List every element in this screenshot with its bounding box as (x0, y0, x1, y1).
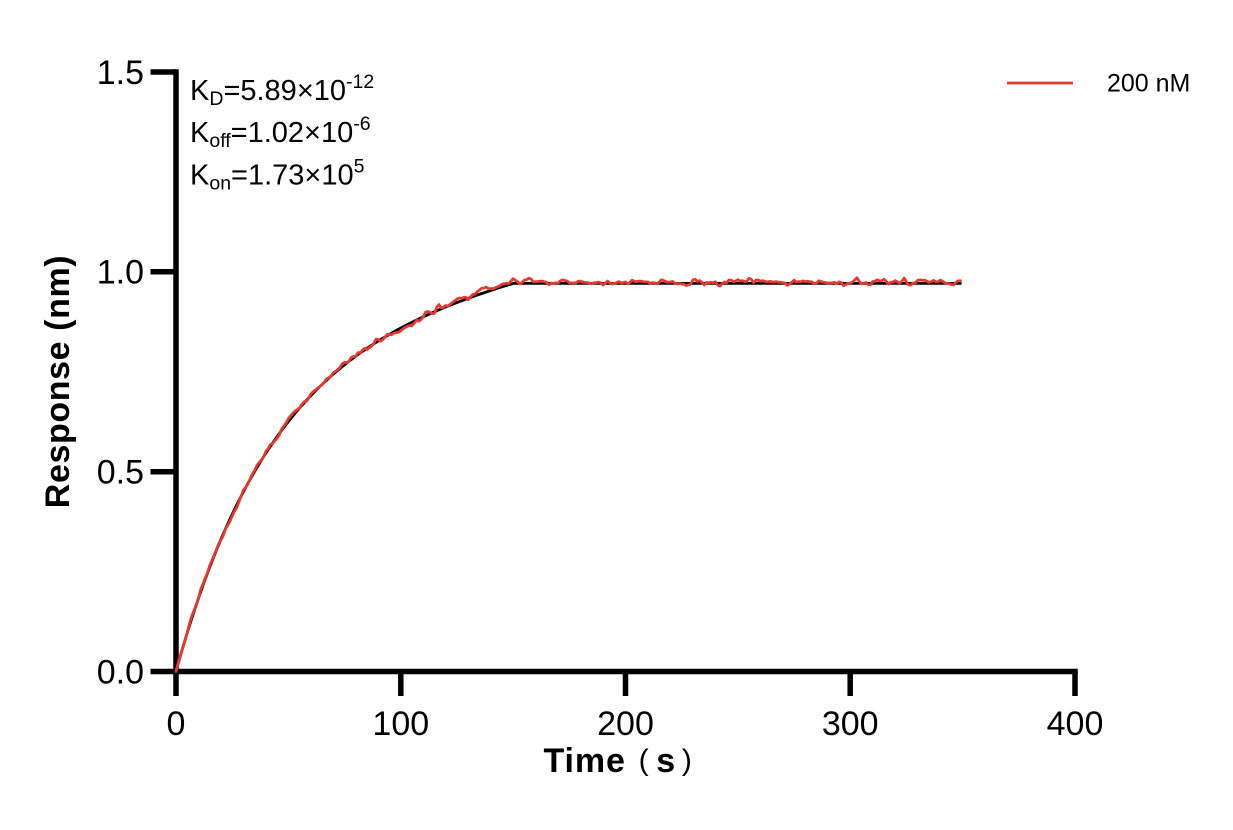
svg-text:0.0: 0.0 (97, 653, 144, 691)
svg-text:0.5: 0.5 (97, 454, 144, 492)
svg-text:200: 200 (597, 705, 654, 743)
svg-text:Koff=1.02×10-6: Koff=1.02×10-6 (190, 113, 371, 152)
svg-text:100: 100 (372, 705, 429, 743)
svg-text:Time(s): Time(s) (544, 742, 692, 780)
svg-text:KD=5.89×10-12: KD=5.89×10-12 (190, 71, 374, 110)
svg-text:1.5: 1.5 (97, 54, 144, 92)
svg-text:1.0: 1.0 (97, 254, 144, 292)
svg-text:300: 300 (822, 705, 879, 743)
svg-text:200 nM: 200 nM (1107, 70, 1190, 98)
svg-text:Kon=1.73×105: Kon=1.73×105 (190, 156, 365, 195)
svg-text:0: 0 (167, 705, 186, 743)
svg-text:400: 400 (1047, 705, 1104, 743)
svg-text:Response (nm): Response (nm) (39, 255, 77, 508)
